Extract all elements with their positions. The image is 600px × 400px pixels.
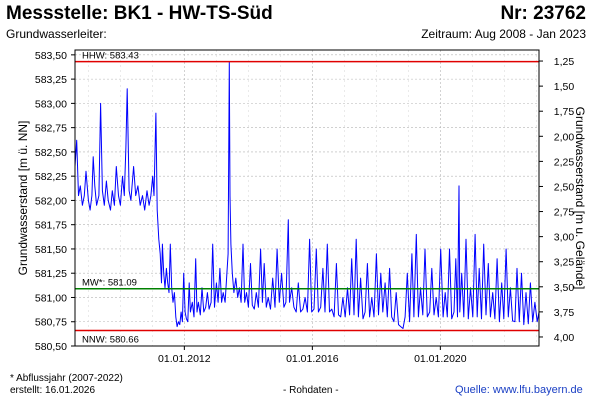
y-axis-right: 1,25 1,50 1,75 2,00 2,25 2,50 2,75 3,00 3,25 3,50… <box>539 56 574 344</box>
reference-line-label: NNW: 580.66 <box>82 334 139 345</box>
y-tick-label: 580,50 <box>35 341 67 353</box>
y-tick-label: 581,00 <box>35 292 67 304</box>
y2-tick-label: 1,25 <box>554 56 575 68</box>
source-link[interactable]: Quelle: www.lfu.bayern.de <box>455 384 583 396</box>
reference-line-label: HHW: 583.43 <box>82 51 139 62</box>
y-tick-label: 580,75 <box>35 317 67 329</box>
y-tick-label: 583,50 <box>35 50 67 62</box>
y2-tick-label: 2,75 <box>554 207 575 219</box>
y-tick-label: 581,75 <box>35 220 67 232</box>
y2-tick-label: 4,00 <box>554 332 575 344</box>
x-tick-label: 01.01.2020 <box>414 353 467 365</box>
y-tick-label: 583,00 <box>35 98 67 110</box>
period-label: Zeitraum: Aug 2008 - Jan 2023 <box>421 27 586 41</box>
created-date: erstellt: 16.01.2026 <box>10 385 96 396</box>
reference-line-label: MW*: 581.09 <box>82 278 137 289</box>
y2-tick-label: 3,25 <box>554 257 575 269</box>
chart-series <box>74 61 540 329</box>
y-tick-label: 581,50 <box>35 244 67 256</box>
page-title: Messstelle: BK1 - HW-TS-Süd <box>6 3 273 24</box>
x-tick-label: 01.01.2012 <box>158 353 211 365</box>
y-axis-right-label: Grundwasserstand [m u. Gelände] <box>573 107 587 290</box>
y-tick-label: 582,25 <box>35 171 67 183</box>
y-axis-left-label: Grundwasserstand [m ü. NN] <box>16 121 30 276</box>
raw-data-note: - Rohdaten - <box>283 385 339 396</box>
y-tick-label: 582,75 <box>35 123 67 135</box>
y-tick-label: 582,00 <box>35 195 67 207</box>
x-tick-label: 01.01.2016 <box>286 353 339 365</box>
y2-tick-label: 1,50 <box>554 81 575 93</box>
footnote: * Abflussjahr (2007-2022) <box>10 373 123 384</box>
y2-tick-label: 1,75 <box>554 106 575 118</box>
y-tick-label: 583,25 <box>35 74 67 86</box>
reference-lines: HHW: 583.43 MW*: 581.09 NNW: 580.66 <box>75 51 539 345</box>
station-number: Nr: 23762 <box>500 3 586 24</box>
y2-tick-label: 2,50 <box>554 181 575 193</box>
y-tick-label: 581,25 <box>35 268 67 280</box>
y-tick-label: 582,50 <box>35 147 67 159</box>
y2-tick-label: 2,00 <box>554 131 575 143</box>
y2-tick-label: 3,00 <box>554 232 575 244</box>
plot-frame <box>74 49 540 347</box>
y2-tick-label: 3,50 <box>554 282 575 294</box>
y-axis-left: 580,50 580,75 581,00 581,25 581,50 581,75 582,… <box>35 50 75 353</box>
aquifer-label: Grundwasserleiter: <box>6 27 107 41</box>
y2-tick-label: 2,25 <box>554 156 575 168</box>
y2-tick-label: 3,75 <box>554 307 575 319</box>
x-axis: 01.01.2012 01.01.2016 01.01.2020 <box>158 346 467 365</box>
data-series-line <box>74 61 540 329</box>
